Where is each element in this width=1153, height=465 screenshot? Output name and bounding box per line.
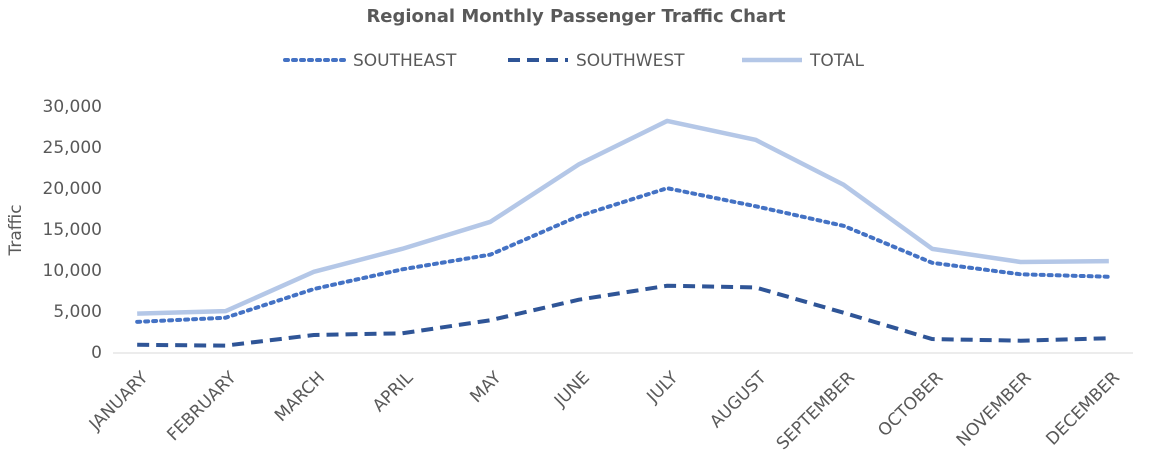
- y-axis-title: Traffic: [6, 204, 26, 256]
- legend-label: SOUTHEAST: [353, 51, 457, 71]
- x-tick-label: OCTOBER: [874, 368, 947, 441]
- chart-title: Regional Monthly Passenger Traffic Chart: [366, 6, 785, 27]
- series-line: [135, 186, 1111, 324]
- series-line: [137, 283, 1109, 348]
- series-line: [137, 118, 1109, 316]
- y-tick-label: 5,000: [53, 302, 102, 322]
- x-tick-label: MARCH: [271, 368, 329, 426]
- x-tick-label: JUNE: [550, 368, 594, 412]
- y-tick-label: 30,000: [43, 97, 102, 117]
- x-tick-label: AUGUST: [706, 368, 771, 433]
- y-tick-label: 0: [91, 343, 102, 363]
- y-tick-label: 15,000: [43, 220, 102, 240]
- x-tick-label: SEPTEMBER: [773, 368, 859, 454]
- x-tick-label: JANUARY: [85, 367, 153, 435]
- y-tick-label: 25,000: [43, 138, 102, 158]
- x-tick-label: JULY: [643, 367, 683, 407]
- y-tick-label: 20,000: [43, 179, 102, 199]
- x-tick-label: DECEMBER: [1042, 368, 1124, 450]
- legend-label: SOUTHWEST: [576, 51, 685, 71]
- x-tick-label: FEBRUARY: [163, 368, 241, 446]
- x-tick-label: NOVEMBER: [953, 368, 1036, 451]
- x-tick-label: MAY: [466, 368, 506, 408]
- y-tick-label: 10,000: [43, 261, 102, 281]
- legend-label: TOTAL: [809, 51, 864, 71]
- x-tick-label: APRIL: [369, 368, 418, 417]
